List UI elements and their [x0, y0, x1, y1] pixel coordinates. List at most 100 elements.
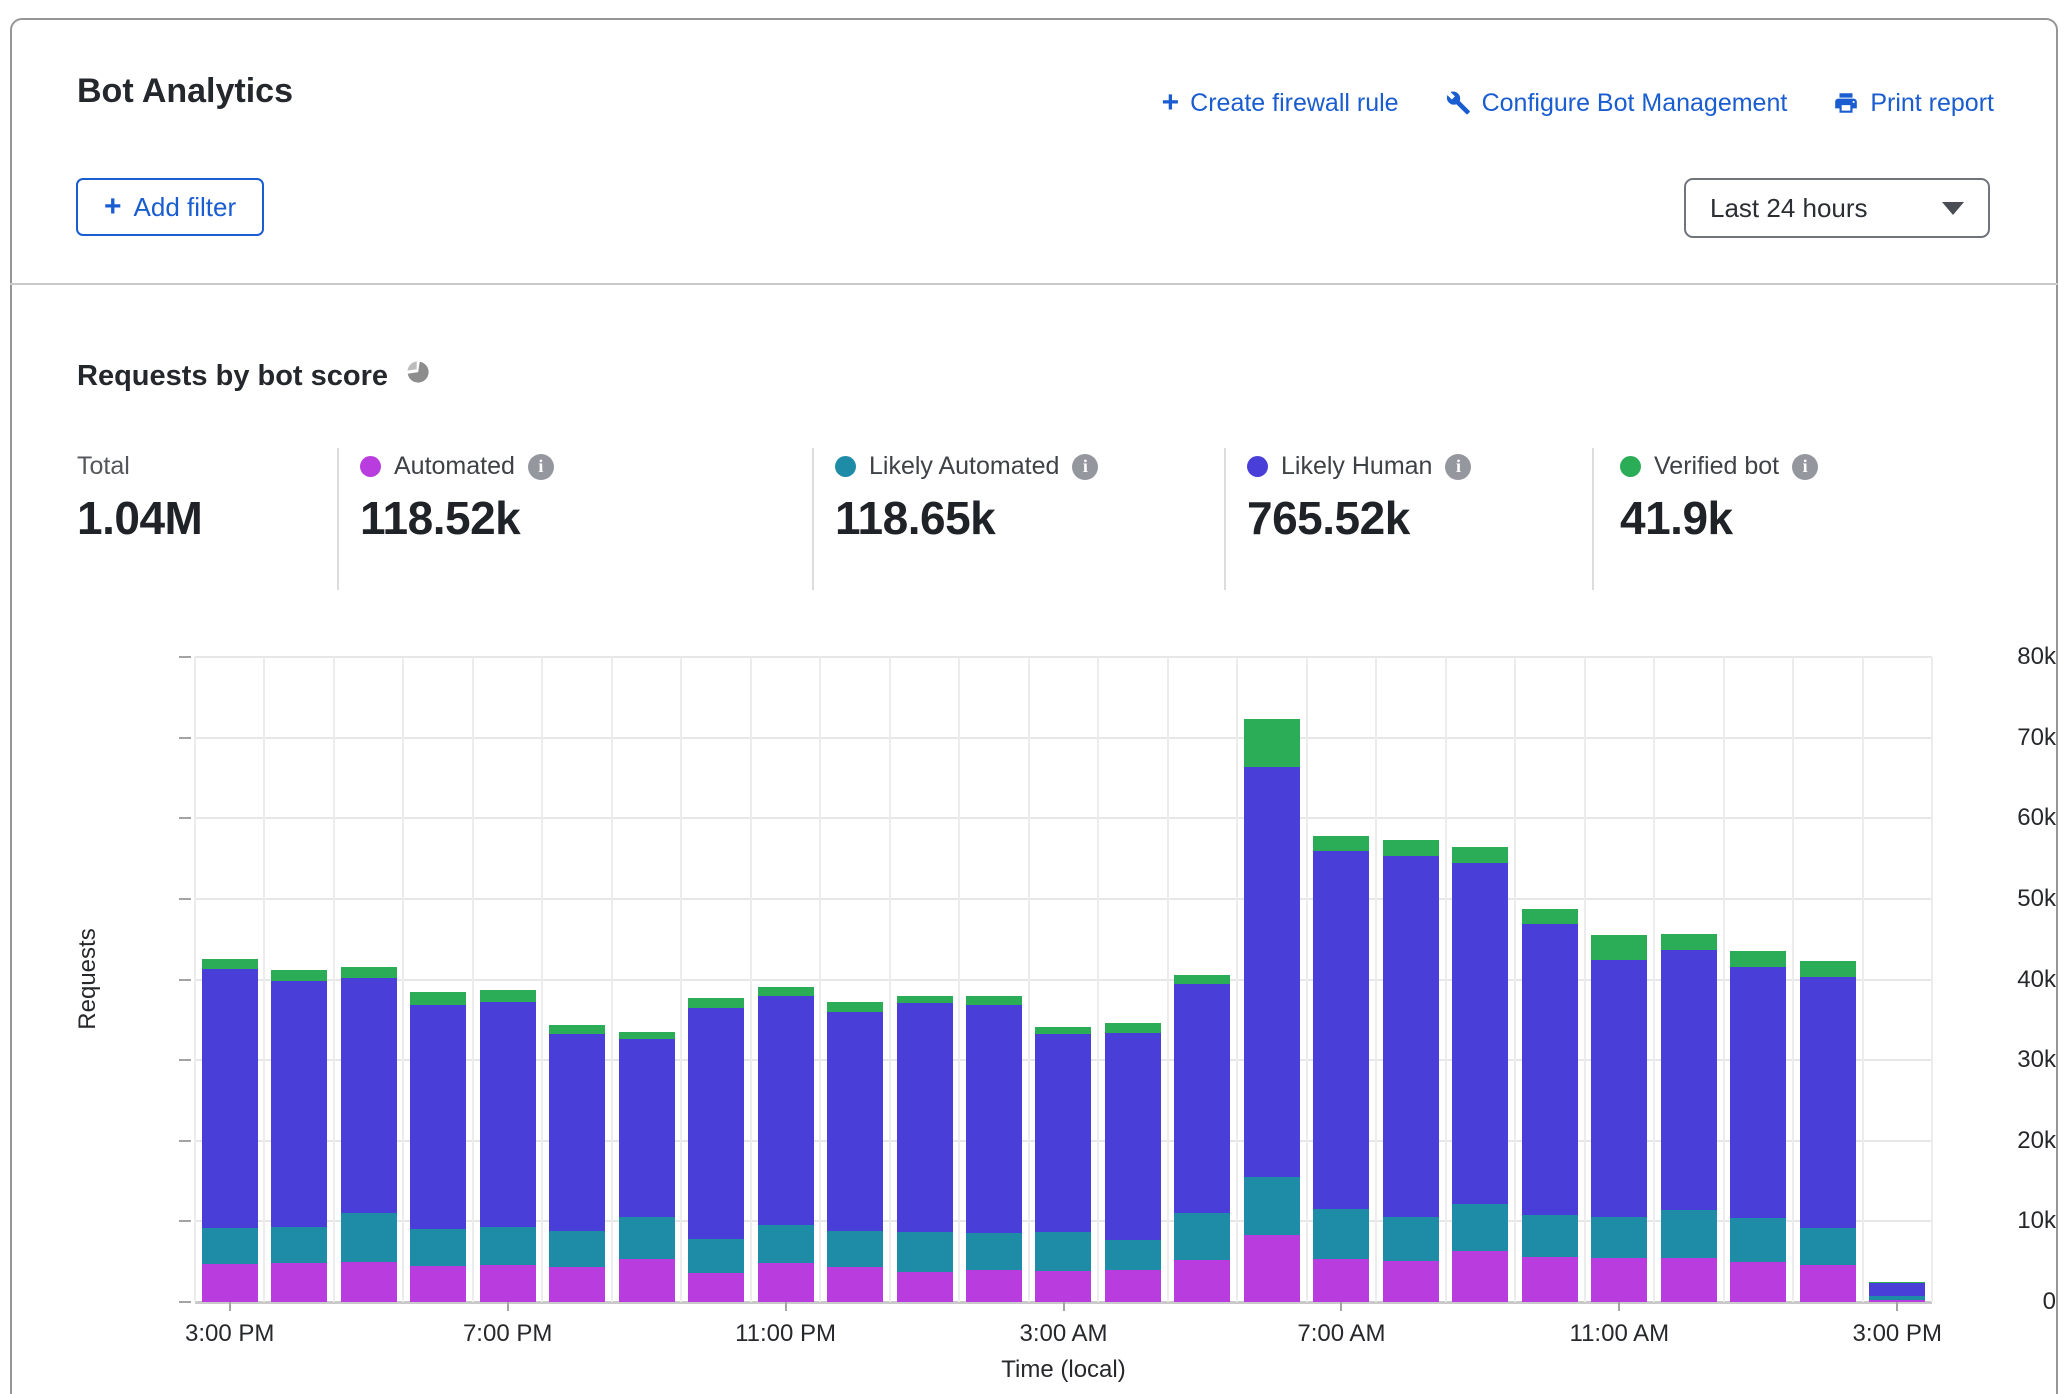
bar-slot — [1724, 657, 1793, 1302]
add-filter-button[interactable]: + Add filter — [76, 178, 265, 236]
segment-automated — [1591, 1258, 1648, 1302]
stacked-bar-400pm[interactable] — [271, 969, 328, 1302]
gridline — [1097, 657, 1100, 1302]
segment-verified-bot — [1730, 951, 1787, 967]
info-icon[interactable]: i — [1072, 453, 1099, 480]
segment-automated — [1313, 1259, 1370, 1302]
x-tick — [1896, 1302, 1899, 1311]
configure-bot-management-link[interactable]: Configure Bot Management — [1445, 88, 1788, 118]
x-tick — [506, 1302, 509, 1311]
segment-likely-automated — [1591, 1217, 1648, 1259]
stacked-bar-100pm[interactable] — [1730, 951, 1787, 1302]
stacked-bar-1100pm[interactable] — [757, 986, 814, 1302]
stacked-bar-500am[interactable] — [1174, 975, 1231, 1302]
segment-likely-human — [757, 996, 814, 1226]
stacked-bar-900am[interactable] — [1452, 846, 1509, 1302]
bar-slot — [1515, 657, 1584, 1302]
segment-likely-human — [618, 1039, 675, 1218]
gridline — [958, 657, 961, 1302]
segment-verified-bot — [1591, 935, 1648, 961]
configure-bot-management-label: Configure Bot Management — [1481, 88, 1788, 117]
stacked-bar-500pm[interactable] — [340, 966, 397, 1302]
segment-likely-automated — [827, 1231, 884, 1267]
time-range-select[interactable]: Last 24 hours — [1684, 178, 1990, 238]
stacked-bar-1100am[interactable] — [1591, 935, 1648, 1302]
segment-verified-bot — [966, 995, 1022, 1005]
stacked-bar-600am[interactable] — [1243, 719, 1300, 1302]
segment-verified-bot — [1521, 908, 1578, 924]
bar-slot — [751, 657, 820, 1302]
pie-chart-icon — [404, 358, 432, 394]
gridline — [541, 657, 544, 1302]
stacked-bar-800am[interactable] — [1382, 840, 1439, 1302]
segment-verified-bot — [1452, 846, 1509, 863]
stacked-bar-900pm[interactable] — [618, 1031, 675, 1302]
segment-verified-bot — [1382, 840, 1439, 857]
stacked-bar-1000pm[interactable] — [688, 998, 745, 1302]
segment-automated — [1174, 1260, 1231, 1302]
stat-divider — [812, 448, 814, 590]
x-tick-label: 7:00 AM — [1297, 1320, 1386, 1347]
segment-likely-automated — [271, 1227, 328, 1264]
segment-likely-human — [1591, 960, 1648, 1218]
section-title-row: Requests by bot score — [77, 358, 432, 394]
segment-verified-bot — [549, 1025, 606, 1035]
stat-verified-bot: Verified bot i 41.9k — [1620, 452, 1819, 545]
bar-slot — [1654, 657, 1723, 1302]
stacked-bar-400am[interactable] — [1104, 1023, 1161, 1302]
info-icon[interactable]: i — [1792, 453, 1819, 480]
stacked-bar-1000am[interactable] — [1521, 908, 1578, 1302]
stat-likely-automated-label: Likely Automated — [869, 452, 1060, 480]
stacked-bar-700pm[interactable] — [479, 990, 536, 1302]
y-tick-label: 40k — [2017, 965, 2056, 993]
stacked-bar-1200pm[interactable] — [1660, 934, 1717, 1302]
segment-automated — [1869, 1299, 1926, 1302]
y-tick — [179, 1139, 191, 1142]
print-report-label: Print report — [1870, 88, 1994, 117]
stacked-bar-100am[interactable] — [896, 995, 953, 1302]
stacked-bar-200am[interactable] — [966, 995, 1022, 1302]
gridline — [195, 897, 1932, 900]
y-tick — [179, 656, 191, 658]
create-firewall-rule-link[interactable]: + Create firewall rule — [1162, 88, 1399, 118]
stacked-bar-300pm[interactable] — [1869, 1281, 1926, 1302]
segment-verified-bot — [1799, 960, 1856, 978]
info-icon[interactable]: i — [527, 453, 554, 480]
segment-likely-automated — [966, 1232, 1022, 1270]
segment-likely-human — [688, 1007, 745, 1240]
x-tick-label: 3:00 PM — [1852, 1320, 1942, 1347]
print-report-link[interactable]: Print report — [1833, 89, 1994, 118]
segment-likely-automated — [896, 1231, 953, 1273]
segment-automated — [1799, 1264, 1856, 1302]
stat-likely-automated: Likely Automated i 118.65k — [835, 452, 1099, 545]
gridline — [471, 657, 474, 1302]
stacked-bar-800pm[interactable] — [549, 1025, 606, 1302]
segment-automated — [688, 1272, 745, 1302]
gridline — [888, 657, 891, 1302]
bar-slot — [195, 657, 264, 1302]
stacked-bar-300am[interactable] — [1035, 1027, 1092, 1302]
info-icon[interactable]: i — [1445, 453, 1472, 480]
stacked-bar-1200am[interactable] — [827, 1002, 884, 1302]
gridline — [1236, 657, 1239, 1302]
stacked-bar-300pm[interactable] — [201, 958, 258, 1302]
segment-automated — [479, 1264, 536, 1302]
segment-likely-automated — [479, 1227, 536, 1265]
x-tick — [1340, 1302, 1343, 1311]
segment-likely-human — [1243, 766, 1300, 1178]
y-tick — [179, 736, 191, 739]
gridline — [1444, 657, 1447, 1302]
analytics-card: Bot Analytics + Create firewall rule Con… — [10, 18, 2058, 1394]
bar-slot — [264, 657, 333, 1302]
stacked-bar-600pm[interactable] — [410, 992, 467, 1302]
segment-automated — [1382, 1260, 1439, 1302]
segment-automated — [1243, 1235, 1300, 1302]
y-tick-label: 10k — [2017, 1207, 2056, 1235]
gridline — [1653, 657, 1656, 1302]
x-tick-label: 7:00 PM — [462, 1320, 553, 1347]
y-tick-label: 30k — [2017, 1046, 2056, 1074]
stacked-bar-200pm[interactable] — [1799, 960, 1856, 1302]
segment-verified-bot — [410, 992, 467, 1006]
stacked-bar-700am[interactable] — [1313, 836, 1370, 1302]
y-tick-label: 20k — [2017, 1126, 2056, 1154]
